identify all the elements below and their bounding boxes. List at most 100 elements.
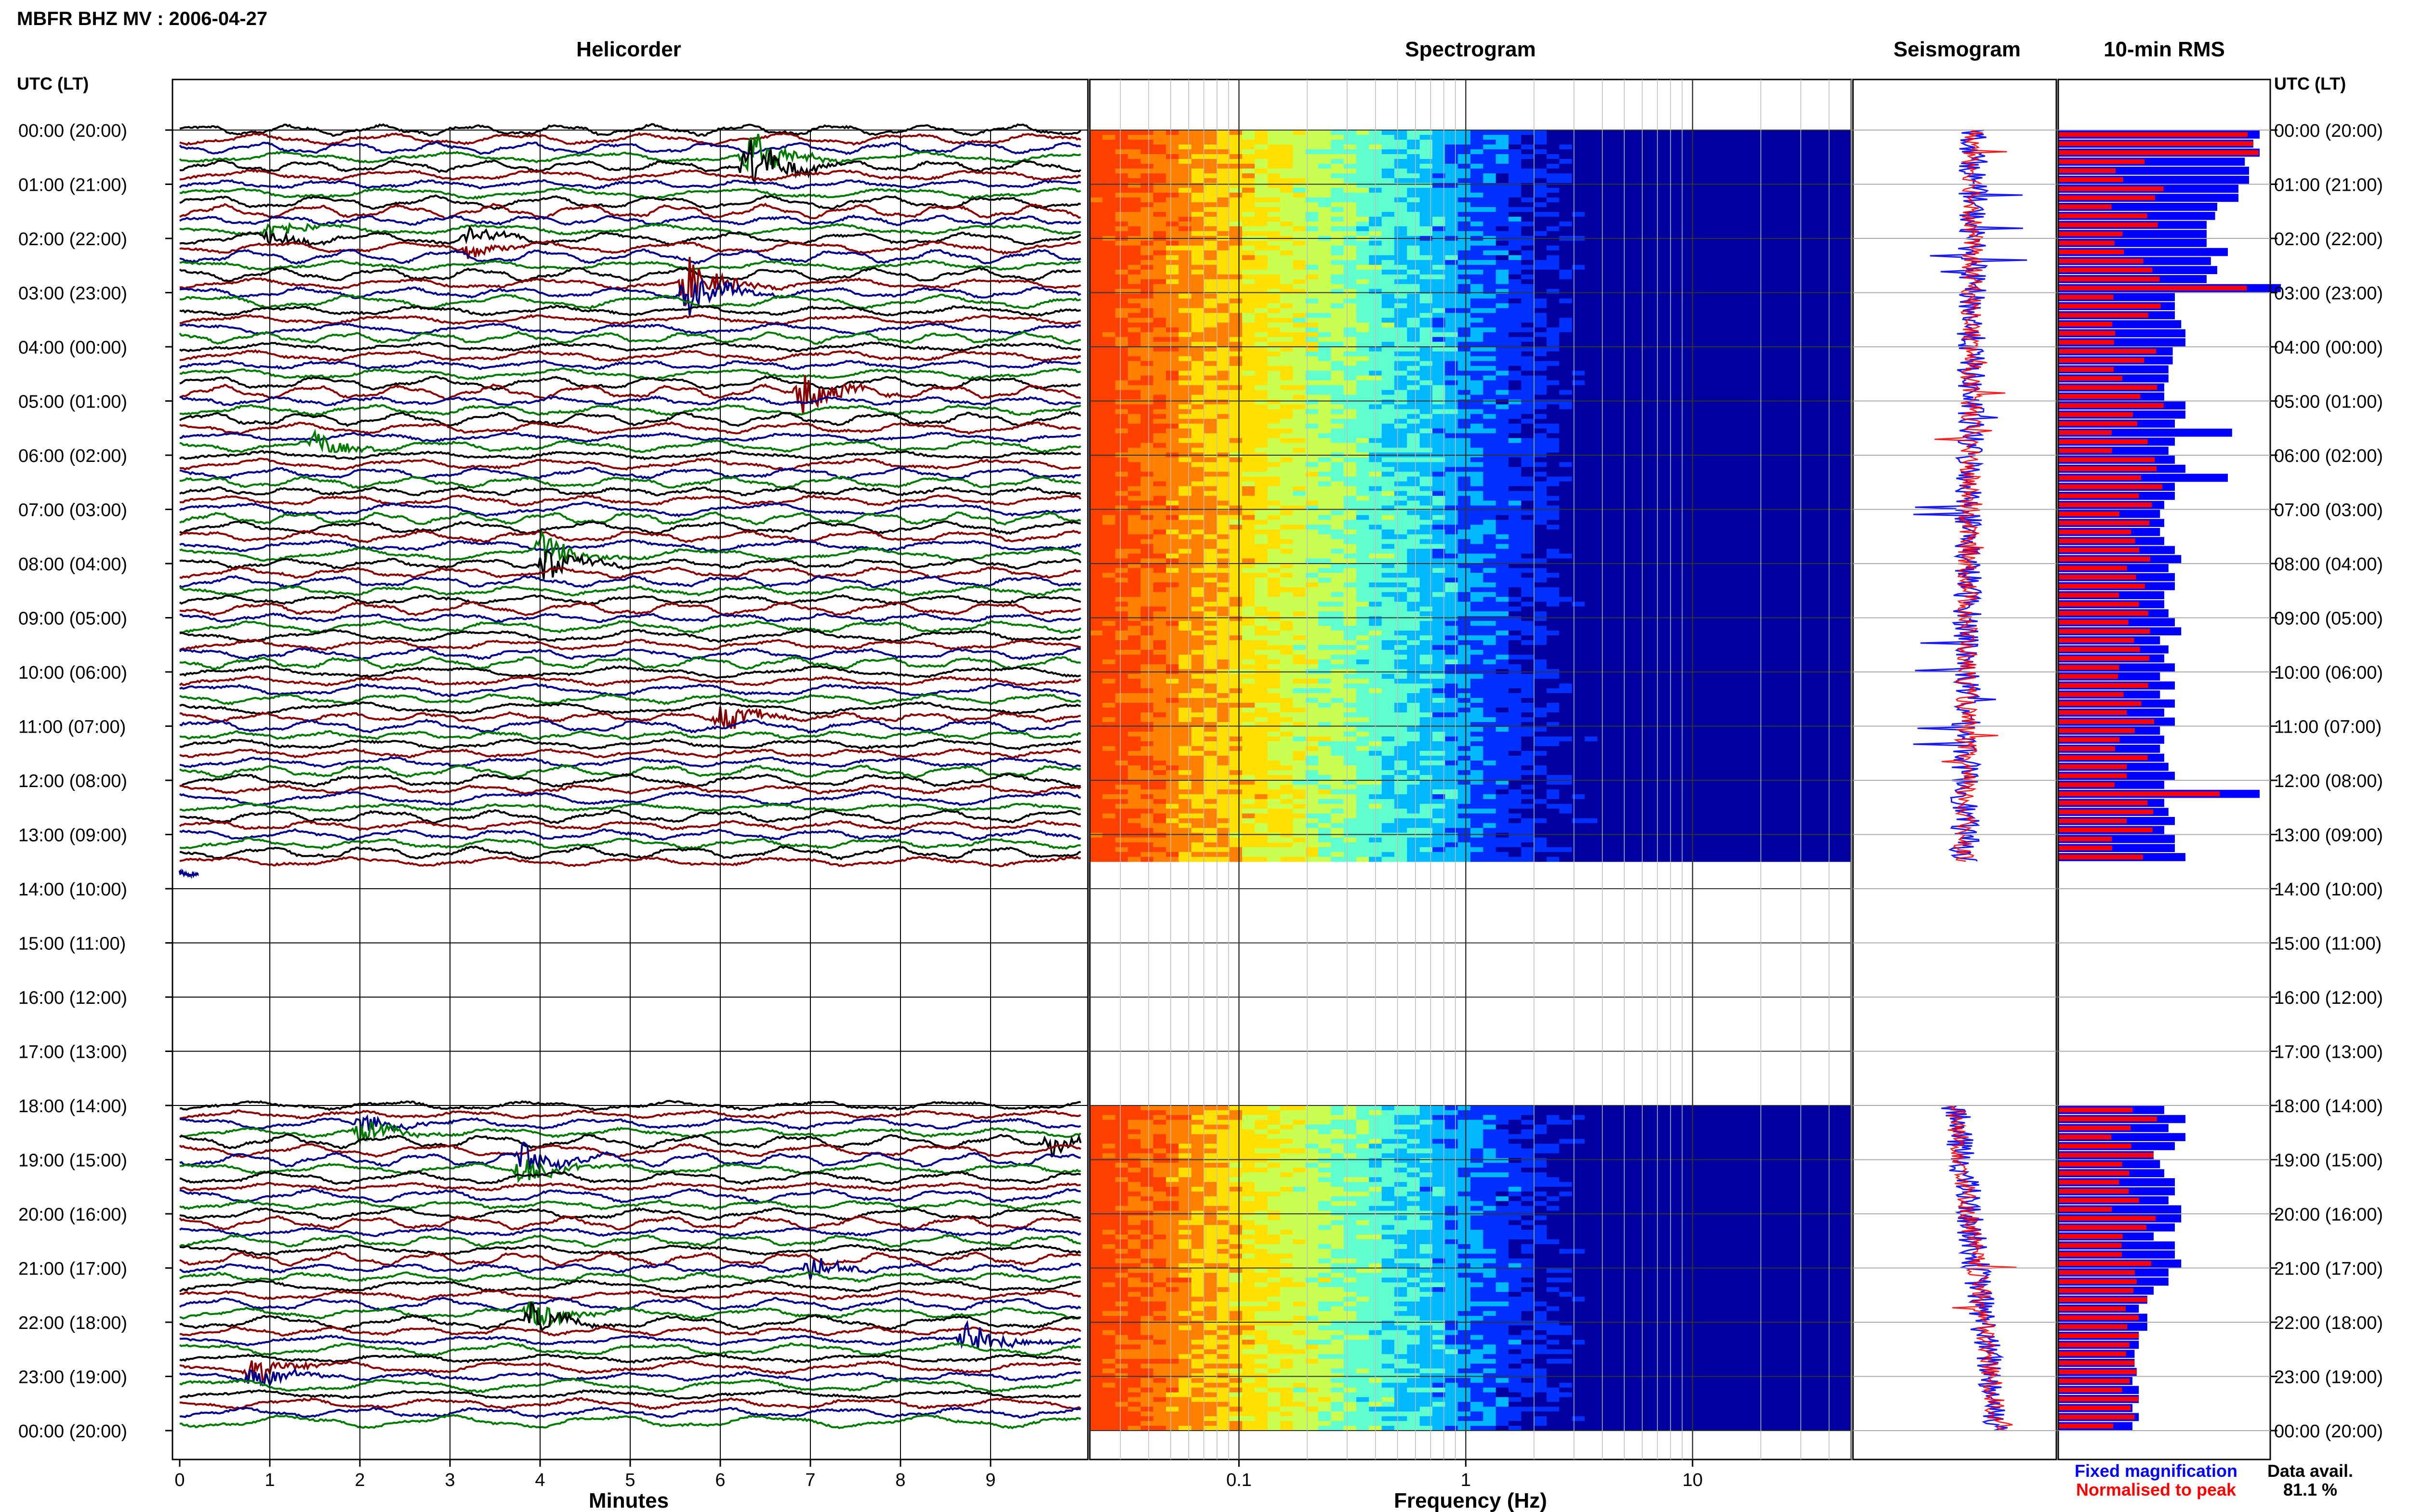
spectrogram-cell — [1445, 159, 1458, 164]
spectrogram-cell — [1749, 207, 1763, 212]
spectrogram-cell — [1305, 491, 1319, 496]
spectrogram-cell — [1140, 168, 1154, 174]
spectrogram-cell — [1483, 173, 1496, 179]
spectrogram-cell — [1407, 394, 1420, 400]
spectrogram-cell — [1661, 462, 1674, 467]
spectrogram-cell — [1178, 274, 1192, 280]
spectrogram-cell — [1610, 207, 1623, 212]
spectrogram-cell — [1661, 370, 1674, 376]
spectrogram-cell — [1140, 173, 1154, 179]
spectrogram-cell — [1724, 163, 1737, 169]
spectrogram-cell — [1623, 423, 1636, 429]
spectrogram-cell — [1470, 486, 1484, 491]
spectrogram-cell — [1343, 178, 1357, 184]
spectrogram-cell — [1762, 394, 1775, 400]
spectrogram-cell — [1762, 298, 1775, 304]
spectrogram-cell — [1381, 274, 1395, 280]
spectrogram-cell — [1610, 289, 1623, 294]
spectrogram-cell — [1724, 342, 1737, 347]
spectrogram-cell — [1648, 419, 1661, 424]
spectrogram-cell — [1217, 173, 1230, 179]
spectrogram-cell — [1559, 269, 1573, 275]
spectrogram-cell — [1597, 130, 1611, 135]
spectrogram-cell — [1661, 135, 1674, 140]
spectrogram-cell — [1585, 409, 1598, 414]
spectrogram-cell — [1800, 486, 1813, 491]
spectrogram-cell — [1242, 322, 1256, 328]
spectrogram-cell — [1255, 399, 1268, 405]
spectrogram-cell — [1787, 269, 1801, 275]
spectrogram-cell — [1470, 274, 1484, 280]
spectrogram-cell — [1432, 467, 1446, 472]
spectrogram-cell — [1229, 462, 1243, 467]
spectrogram-cell — [1521, 390, 1535, 395]
spectrogram-cell — [1217, 481, 1230, 486]
spectrogram-cell — [1432, 525, 1446, 530]
spectrogram-cell — [1559, 409, 1573, 414]
spectrogram-cell — [1394, 207, 1408, 212]
spectrogram-cell — [1242, 260, 1256, 265]
spectrogram-cell — [1267, 231, 1281, 237]
spectrogram-cell — [1699, 515, 1712, 520]
spectrogram-cell — [1229, 145, 1243, 150]
spectrogram-cell — [1547, 380, 1560, 386]
spectrogram-cell — [1610, 313, 1623, 318]
spectrogram-cell — [1673, 245, 1687, 251]
spectrogram-cell — [1305, 322, 1319, 328]
spectrogram-cell — [1585, 298, 1598, 304]
spectrogram-cell — [1711, 394, 1725, 400]
spectrogram-cell — [1140, 520, 1154, 525]
spectrogram-cell — [1166, 447, 1179, 453]
spectrogram-cell — [1128, 472, 1141, 477]
spectrogram-cell — [1559, 154, 1573, 159]
spectrogram-cell — [1496, 337, 1509, 342]
spectrogram-cell — [1521, 510, 1535, 515]
spectrogram-cell — [1749, 394, 1763, 400]
spectrogram-cell — [1483, 525, 1496, 530]
spectrogram-cell — [1419, 207, 1433, 212]
spectrogram-cell — [1394, 327, 1408, 333]
spectrogram-cell — [1115, 313, 1128, 318]
spectrogram-cell — [1153, 202, 1166, 208]
spectrogram-cell — [1775, 308, 1788, 314]
spectrogram-cell — [1470, 433, 1484, 438]
spectrogram-cell — [1191, 370, 1204, 376]
spectrogram-cell — [1178, 438, 1192, 443]
spectrogram-cell — [1673, 264, 1687, 270]
spectrogram-cell — [1204, 240, 1218, 246]
spectrogram-cell — [1267, 505, 1281, 511]
spectrogram-cell — [1178, 476, 1192, 482]
spectrogram-cell — [1153, 529, 1166, 535]
spectrogram-cell — [1229, 510, 1243, 515]
spectrogram-cell — [1305, 351, 1319, 357]
spectrogram-cell — [1470, 284, 1484, 289]
spectrogram-cell — [1381, 481, 1395, 486]
spectrogram-cell — [1305, 221, 1319, 227]
spectrogram-cell — [1318, 394, 1332, 400]
spectrogram-cell — [1509, 375, 1522, 381]
spectrogram-cell — [1737, 173, 1750, 179]
spectrogram-cell — [1610, 250, 1623, 256]
spectrogram-cell — [1826, 486, 1839, 491]
spectrogram-cell — [1128, 202, 1141, 208]
spectrogram-cell — [1762, 284, 1775, 289]
spectrogram-cell — [1749, 404, 1763, 409]
spectrogram-cell — [1813, 472, 1827, 477]
spectrogram-cell — [1585, 366, 1598, 371]
spectrogram-cell — [1838, 419, 1852, 424]
spectrogram-cell — [1749, 308, 1763, 314]
spectrogram-cell — [1217, 135, 1230, 140]
spectrogram-cell — [1521, 303, 1535, 309]
spectrogram-cell — [1673, 510, 1687, 515]
spectrogram-cell — [1343, 269, 1357, 275]
spectrogram-cell — [1813, 428, 1827, 434]
spectrogram-cell — [1394, 173, 1408, 179]
spectrogram-cell — [1775, 202, 1788, 208]
spectrogram-cell — [1343, 245, 1357, 251]
spectrogram-cell — [1559, 168, 1573, 174]
spectrogram-cell — [1547, 221, 1560, 227]
spectrogram-cell — [1762, 447, 1775, 453]
spectrogram-cell — [1585, 284, 1598, 289]
spectrogram-cell — [1267, 308, 1281, 314]
spectrogram-cell — [1242, 447, 1256, 453]
